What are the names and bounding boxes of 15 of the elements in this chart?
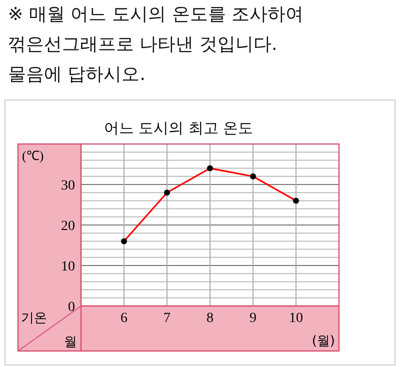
x-tick-label: 8 — [206, 311, 214, 326]
text: ※ 매월 어느 도시의 온도를 조사하여 꺾은선그래프로 나타낸 것입니다. 물음에 답하시오. — [8, 4, 304, 85]
text: 월 — [64, 335, 77, 350]
y-axis-title: (℃) — [22, 148, 44, 163]
x-tick-label: 7 — [164, 311, 170, 326]
y-tick-label: 10 — [61, 260, 75, 274]
x-axis-title: (월) — [312, 334, 335, 349]
chart-title: 어느 도시의 최고 온도 — [104, 119, 254, 137]
x-tick-label: 9 — [250, 311, 256, 326]
y-tick-label: 20 — [61, 219, 75, 234]
y-tick-label: 30 — [61, 178, 75, 194]
x-tick-label: 6 — [120, 311, 128, 326]
x-tick-label: 10 — [289, 311, 303, 326]
y-tick-label: 0 — [68, 300, 75, 315]
text: 기온 — [21, 311, 47, 326]
